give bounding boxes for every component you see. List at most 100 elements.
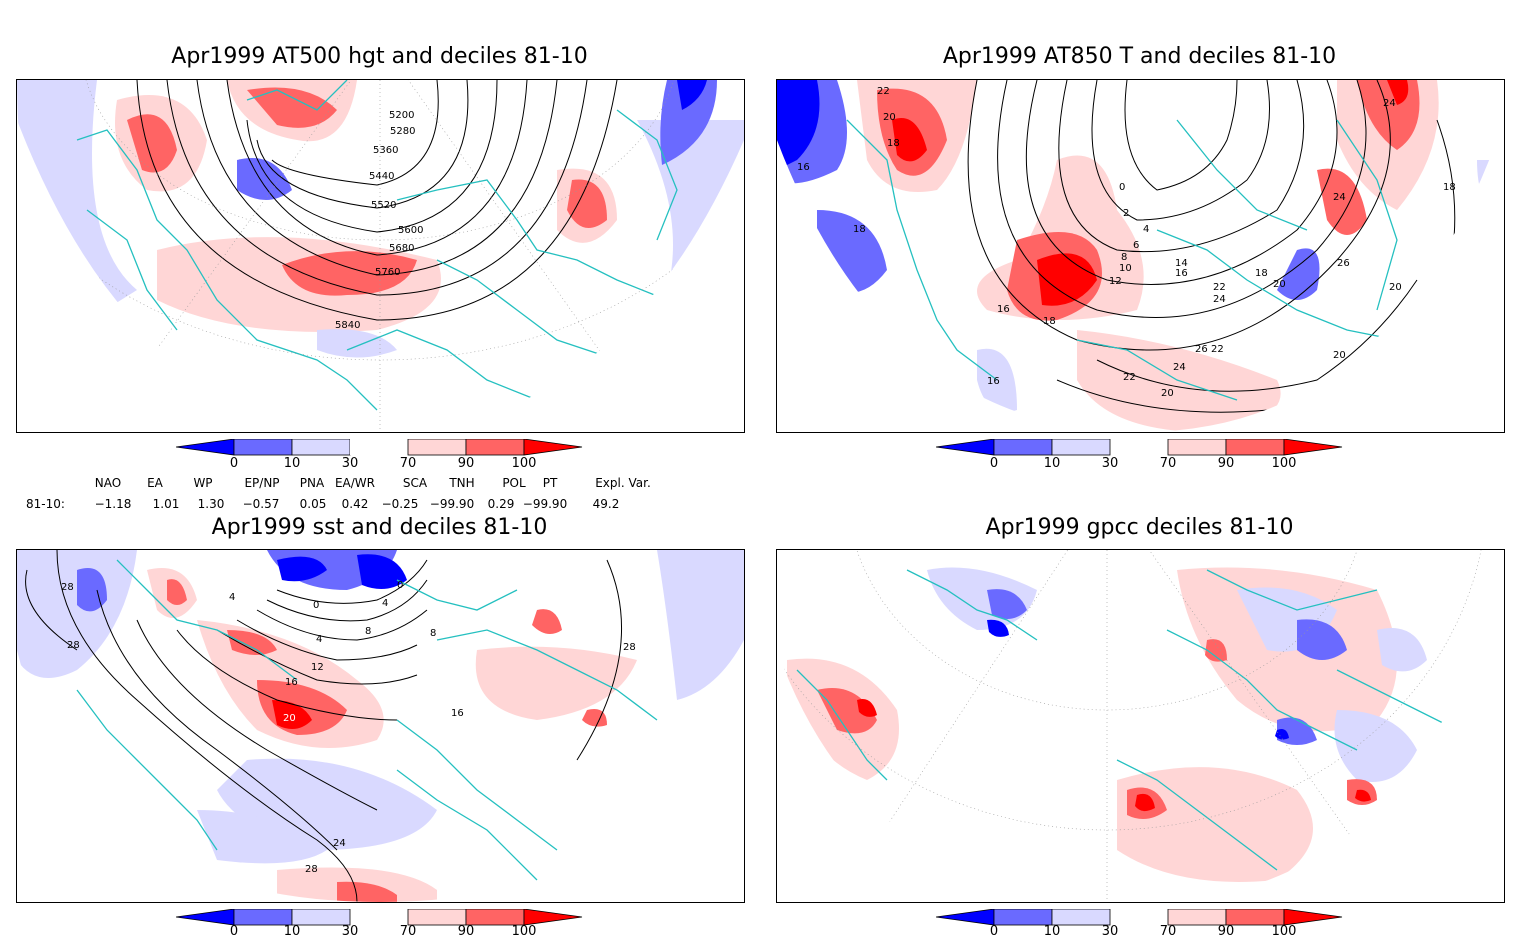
contour-label: 8 [365, 626, 371, 637]
colorbar-tick: 100 [1271, 456, 1297, 471]
colorbar-tick: 90 [1217, 924, 1235, 939]
contour-label: 16 [451, 708, 464, 719]
contour-label: 28 [623, 642, 636, 653]
contour-label: 0 [313, 600, 319, 611]
colorbar-tick: 100 [511, 924, 537, 939]
colorbar-tick: 0 [229, 456, 239, 471]
colorbar-tick: 70 [399, 924, 417, 939]
colorbar-1 [176, 439, 583, 456]
colorbar-tick: 100 [511, 456, 537, 471]
panel-title-3: Apr1999 sst and deciles 81-10 [211, 515, 548, 540]
index-header: Expl. Var. [595, 476, 651, 490]
index-header: SCA [402, 476, 428, 490]
index-header: EP/NP [244, 476, 280, 490]
index-header: PT [542, 476, 558, 490]
contour-label: 18 [887, 138, 900, 149]
contour-label: 12 [1109, 276, 1122, 287]
colorbar-tick: 30 [341, 456, 359, 471]
contour-label: 26 [1337, 258, 1350, 269]
contour-label: 8 [1121, 252, 1127, 263]
index-value: −99.90 [429, 497, 475, 511]
colorbar-tick: 90 [1217, 456, 1235, 471]
contour-label: 24 [1333, 192, 1346, 203]
contour-label: 2 [1123, 208, 1129, 219]
colorbar-tick: 10 [1043, 456, 1061, 471]
contour-label: 4 [1143, 224, 1149, 235]
contour-label: 24 [333, 838, 346, 849]
contour-label: 10 [1119, 263, 1132, 274]
index-value: −99.90 [522, 497, 568, 511]
contour-label: 16 [797, 162, 810, 173]
index-value: 0.05 [299, 497, 327, 511]
colorbar-tick: 10 [283, 456, 301, 471]
contour-label: 0 [1119, 182, 1125, 193]
colorbar-tick: 30 [1101, 456, 1119, 471]
colorbar-tick: 30 [1101, 924, 1119, 939]
colorbar-tick: 0 [989, 456, 999, 471]
colorbar-3 [176, 909, 583, 926]
index-value: −0.57 [242, 497, 280, 511]
panel-title-1: Apr1999 AT500 hgt and deciles 81-10 [171, 44, 588, 69]
index-row-label: 81-10: [26, 497, 65, 511]
contour-label: 24 [1383, 98, 1396, 109]
colorbar-tick: 70 [1159, 456, 1177, 471]
contour-label: 5760 [375, 267, 400, 278]
map-panel-at500: 5200 5280 5360 5440 5520 5600 5680 5760 … [16, 79, 745, 433]
contour-label: 18 [853, 224, 866, 235]
contour-label: 16 [285, 677, 298, 688]
index-value: −1.18 [94, 497, 132, 511]
contour-label: 8 [430, 628, 436, 639]
colorbar-2 [936, 439, 1343, 456]
contour-label: 22 [1213, 282, 1226, 293]
contour-label: 5200 [389, 110, 414, 121]
colorbar-tick: 0 [989, 924, 999, 939]
contour-label: 12 [311, 662, 324, 673]
contour-label: 0 [397, 580, 403, 591]
contour-label: 28 [67, 640, 80, 651]
contour-label: 28 [305, 864, 318, 875]
contour-label: 22 [1211, 344, 1224, 355]
contour-label: 4 [229, 592, 235, 603]
index-value: 49.2 [592, 497, 620, 511]
contour-label: 26 [1195, 344, 1208, 355]
contour-label: 5280 [390, 126, 415, 137]
contour-label: 14 [1175, 258, 1188, 269]
contour-label: 16 [1175, 268, 1188, 279]
index-header: POL [502, 476, 526, 490]
index-header: NAO [94, 476, 122, 490]
contour-label: 20 [883, 112, 896, 123]
index-header: EA [147, 476, 163, 490]
contour-label: 5440 [369, 171, 394, 182]
contour-label: 4 [316, 634, 322, 645]
colorbar-4 [936, 909, 1343, 926]
colorbar-tick: 70 [399, 456, 417, 471]
contour-label: 20 [283, 713, 296, 724]
colorbar-tick: 100 [1271, 924, 1297, 939]
index-header: TNH [449, 476, 475, 490]
contour-label: 20 [1333, 350, 1346, 361]
contour-label: 28 [61, 582, 74, 593]
colorbar-tick: 70 [1159, 924, 1177, 939]
colorbar-tick: 90 [457, 456, 475, 471]
contour-label: 22 [1123, 372, 1136, 383]
colorbar-tick: 0 [229, 924, 239, 939]
contour-label: 16 [997, 304, 1010, 315]
index-value: 0.29 [487, 497, 515, 511]
index-header: EA/WR [334, 476, 376, 490]
map-panel-at850: 22 20 18 16 18 0 2 4 6 8 10 12 14 16 18 … [776, 79, 1505, 433]
index-header: PNA [299, 476, 325, 490]
contour-label: 18 [1255, 268, 1268, 279]
contour-label: 5600 [398, 225, 423, 236]
contour-label: 20 [1273, 279, 1286, 290]
map-panel-gpcc [776, 549, 1505, 903]
colorbar-tick: 30 [341, 924, 359, 939]
panel-title-2: Apr1999 AT850 T and deciles 81-10 [942, 44, 1337, 69]
contour-label: 24 [1173, 362, 1186, 373]
contour-label: 18 [1443, 182, 1456, 193]
colorbar-tick: 90 [457, 924, 475, 939]
index-header: WP [193, 476, 213, 490]
contour-label: 6 [1133, 240, 1139, 251]
index-value: 1.30 [197, 497, 225, 511]
map-panel-sst: 28 28 4 0 0 4 8 4 12 16 20 16 24 28 28 8 [16, 549, 745, 903]
index-value: 0.42 [341, 497, 369, 511]
